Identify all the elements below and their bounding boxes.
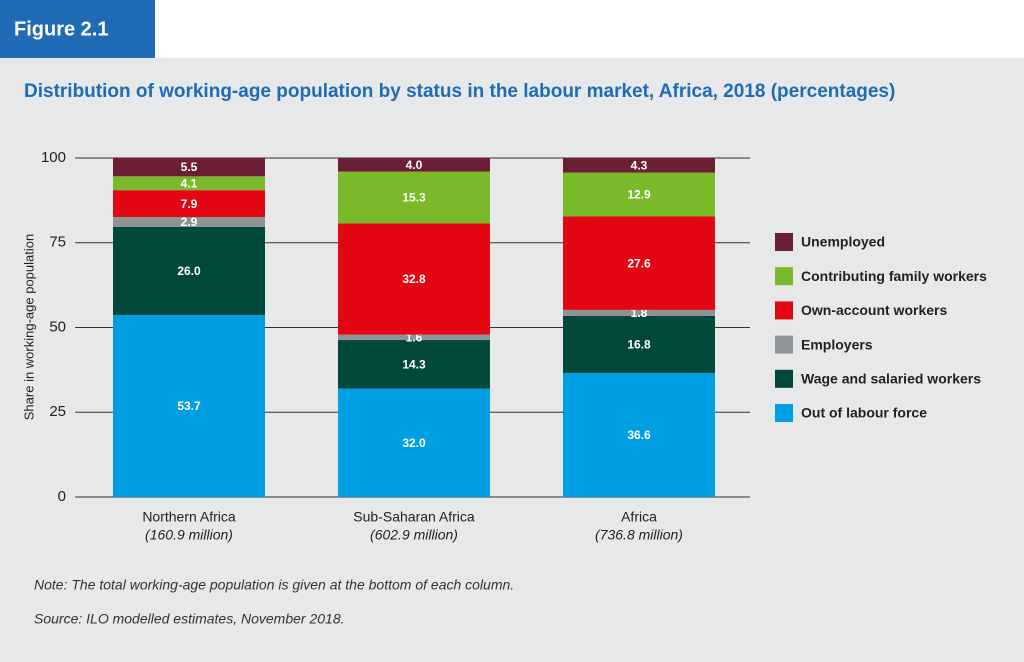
x-tick-label: Africa (621, 509, 657, 525)
data-label: 32.0 (402, 436, 426, 450)
y-tick-label: 0 (58, 488, 66, 505)
bar-segment (113, 314, 265, 497)
bar-segment (338, 158, 490, 172)
legend-label: Contributing family workers (801, 268, 987, 284)
y-tick-label: 75 (49, 234, 66, 251)
source: Source: ILO modelled estimates, November… (34, 611, 345, 627)
data-label: 4.1 (181, 176, 198, 190)
note: Note: The total working-age population i… (34, 577, 514, 593)
data-label: 4.3 (631, 158, 648, 172)
figure-label-box (0, 0, 155, 58)
bar-segment (338, 171, 490, 224)
legend-swatch (775, 267, 793, 286)
chart-title: Distribution of working-age population b… (24, 81, 895, 102)
legend-label: Wage and salaried workers (801, 371, 981, 387)
bar-segment (338, 340, 490, 389)
x-tick-label: Sub-Saharan Africa (353, 509, 475, 525)
bar-segment (563, 216, 715, 310)
legend-swatch (775, 369, 793, 388)
legend-label: Own-account workers (801, 302, 947, 318)
data-label: 27.6 (627, 256, 651, 270)
bar-segment (563, 158, 715, 173)
bar-segment (338, 223, 490, 335)
bar-segment (113, 226, 265, 315)
y-axis-label: Share in working-age population (21, 234, 36, 420)
data-label: 4.0 (406, 158, 423, 172)
y-tick-label: 50 (49, 318, 66, 335)
data-label: 16.8 (627, 338, 651, 352)
legend-label: Employers (801, 336, 873, 352)
bar-segment (563, 172, 715, 217)
legend-swatch (775, 335, 793, 354)
legend-label: Unemployed (801, 234, 885, 250)
x-tick-label: Northern Africa (142, 509, 236, 525)
bar-segment (113, 176, 265, 191)
legend-swatch (775, 404, 793, 422)
bar-segment (113, 190, 265, 217)
data-label: 26.0 (177, 264, 201, 278)
data-label: 5.5 (181, 160, 198, 174)
y-tick-label: 25 (49, 403, 66, 420)
x-tick-sublabel: (160.9 million) (145, 527, 233, 543)
data-label: 15.3 (402, 191, 426, 205)
figure-label: Figure 2.1 (14, 18, 108, 40)
bar-segment (113, 216, 265, 227)
bar-segment (563, 372, 715, 497)
bar-segment (113, 157, 265, 177)
bar-segment (338, 388, 490, 497)
legend-swatch (775, 301, 793, 320)
x-tick-sublabel: (736.8 million) (595, 527, 683, 543)
data-label: 2.9 (181, 215, 198, 229)
legend-swatch (775, 233, 793, 251)
bar-segment (563, 315, 715, 373)
data-label: 36.6 (627, 428, 651, 442)
data-label: 12.9 (627, 188, 651, 202)
bar-segment (338, 334, 490, 341)
x-tick-sublabel: (602.9 million) (370, 527, 458, 543)
data-label: 53.7 (177, 399, 201, 413)
legend-label: Out of labour force (801, 405, 927, 421)
data-label: 14.3 (402, 357, 426, 371)
bar-segment (563, 309, 715, 316)
y-tick-label: 100 (41, 149, 66, 166)
data-label: 7.9 (181, 197, 198, 211)
data-label: 32.8 (402, 272, 426, 286)
